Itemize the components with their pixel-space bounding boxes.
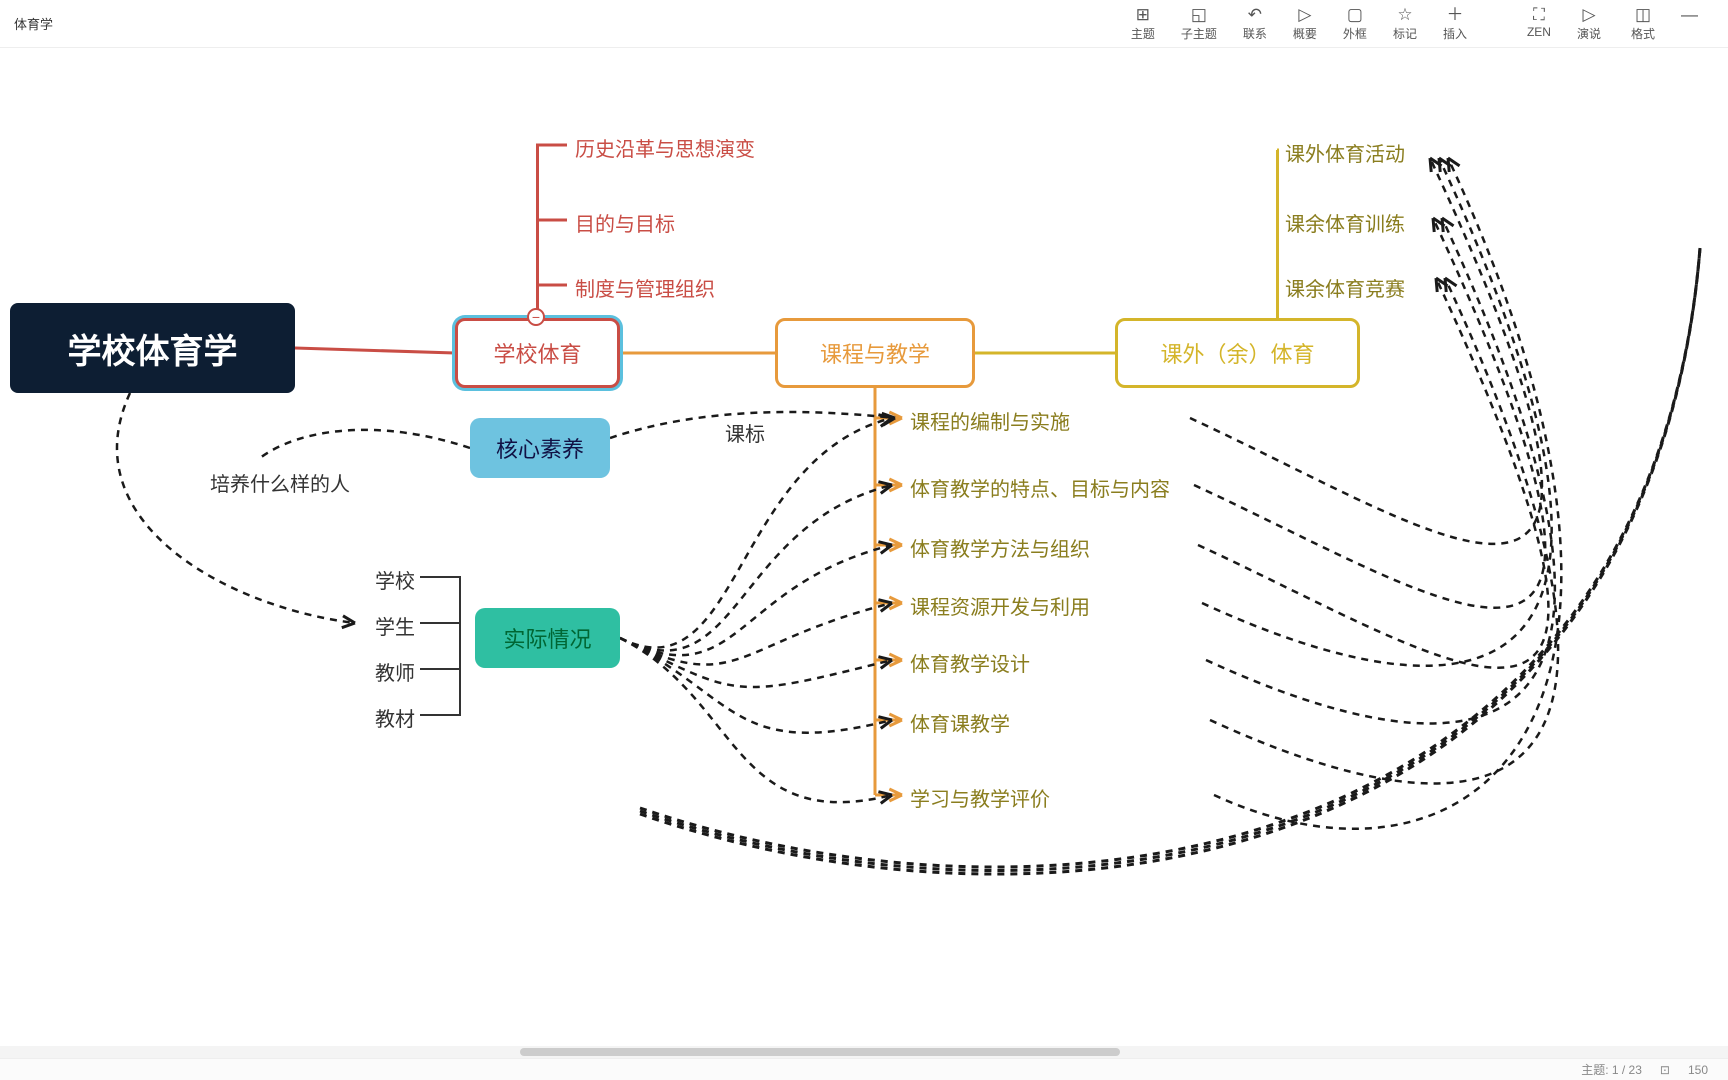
toolbar-icon: ▷ xyxy=(1582,6,1595,23)
scrollbar-thumb[interactable] xyxy=(520,1048,1120,1056)
map-icon[interactable]: ⊡ xyxy=(1660,1063,1670,1077)
toolbar-label: 主题 xyxy=(1131,25,1155,42)
leaf-学生[interactable]: 学生 xyxy=(375,611,415,640)
leaf-课程的编制与实施[interactable]: 课程的编制与实施 xyxy=(910,406,1070,435)
leaf-课标[interactable]: 课标 xyxy=(725,418,765,447)
toolbar-icon: ☆ xyxy=(1397,6,1412,23)
mindmap-canvas[interactable]: 学校体育学 学校体育 课程与教学 课外（余）体育核心素养实际情况 历史沿革与思想演变目的… xyxy=(0,48,1728,1058)
leaf-体育课教学[interactable]: 体育课教学 xyxy=(910,708,1010,737)
toolbar-far-0[interactable]: ◫ 格式 xyxy=(1631,6,1655,42)
leaf-课余体育竞赛[interactable]: 课余体育竞赛 xyxy=(1285,273,1405,302)
toolbar-label: 标记 xyxy=(1393,25,1417,42)
collapse-toggle[interactable]: − xyxy=(527,308,545,326)
toolbar-icon: ▷ xyxy=(1298,6,1311,23)
toolbar-icon: ⊞ xyxy=(1136,6,1150,23)
node-学校体育学[interactable]: 学校体育学 xyxy=(10,303,295,393)
toolbar-center-1[interactable]: ◱ 子主题 xyxy=(1181,6,1217,42)
toolbar-right-0[interactable]: ⛶ ZEN xyxy=(1527,6,1551,42)
toolbar-label: 子主题 xyxy=(1181,25,1217,42)
toolbar-label: 外框 xyxy=(1343,25,1367,42)
app-title: 体育学 xyxy=(0,14,53,33)
toolbar-center-5[interactable]: ☆ 标记 xyxy=(1393,6,1417,42)
status-bar: 主题: 1 / 23 ⊡ 150 xyxy=(0,1058,1728,1080)
leaf-体育教学的特点、目标与内容[interactable]: 体育教学的特点、目标与内容 xyxy=(910,473,1170,502)
leaf-历史沿革与思想演变[interactable]: 历史沿革与思想演变 xyxy=(575,133,755,162)
leaf-体育教学方法与组织[interactable]: 体育教学方法与组织 xyxy=(910,533,1090,562)
node-核心素养[interactable]: 核心素养 xyxy=(470,418,610,478)
toolbar-label: 联系 xyxy=(1243,25,1267,42)
node-实际情况[interactable]: 实际情况 xyxy=(475,608,620,668)
toolbar: 体育学 ⊞ 主题 ◱ 子主题 ↶ 联系 ▷ 概要 ▢ 外框 ☆ 标记 ＋ 插入 ⛶ ZEN ▷ 演说 ◫ 格式 — xyxy=(0,0,1728,48)
toolbar-label: 演说 xyxy=(1577,25,1601,42)
toolbar-icon: ◫ xyxy=(1635,6,1651,23)
leaf-体育教学设计[interactable]: 体育教学设计 xyxy=(910,648,1030,677)
node-学校体育[interactable]: 学校体育 xyxy=(455,318,620,388)
leaf-教材[interactable]: 教材 xyxy=(375,703,415,732)
toolbar-icon: ＋ xyxy=(1446,6,1463,23)
toolbar-far-1[interactable]: — xyxy=(1681,6,1698,42)
leaf-课程资源开发与利用[interactable]: 课程资源开发与利用 xyxy=(910,591,1090,620)
leaf-课余体育训练[interactable]: 课余体育训练 xyxy=(1285,208,1405,237)
node-课外（余）体育[interactable]: 课外（余）体育 xyxy=(1115,318,1360,388)
connections-layer xyxy=(0,48,1728,1058)
toolbar-icon: — xyxy=(1681,6,1698,23)
toolbar-center-4[interactable]: ▢ 外框 xyxy=(1343,6,1367,42)
leaf-课外体育活动[interactable]: 课外体育活动 xyxy=(1285,138,1405,167)
leaf-教师[interactable]: 教师 xyxy=(375,657,415,686)
toolbar-center-6[interactable]: ＋ 插入 xyxy=(1443,6,1467,42)
node-课程与教学[interactable]: 课程与教学 xyxy=(775,318,975,388)
toolbar-label: ZEN xyxy=(1527,25,1551,39)
toolbar-right-1[interactable]: ▷ 演说 xyxy=(1577,6,1601,42)
horizontal-scrollbar[interactable] xyxy=(0,1046,1728,1058)
status-zoom[interactable]: 150 xyxy=(1688,1063,1708,1077)
leaf-学习与教学评价[interactable]: 学习与教学评价 xyxy=(910,783,1050,812)
leaf-目的与目标[interactable]: 目的与目标 xyxy=(575,208,675,237)
toolbar-center-0[interactable]: ⊞ 主题 xyxy=(1131,6,1155,42)
leaf-制度与管理组织[interactable]: 制度与管理组织 xyxy=(575,273,715,302)
toolbar-icon: ↶ xyxy=(1248,6,1262,23)
toolbar-label: 概要 xyxy=(1293,25,1317,42)
toolbar-icon: ⛶ xyxy=(1533,6,1545,23)
toolbar-center-3[interactable]: ▷ 概要 xyxy=(1293,6,1317,42)
toolbar-label: 插入 xyxy=(1443,25,1467,42)
toolbar-icon: ▢ xyxy=(1347,6,1363,23)
leaf-学校[interactable]: 学校 xyxy=(375,565,415,594)
toolbar-icon: ◱ xyxy=(1191,6,1207,23)
leaf-培养什么样的人[interactable]: 培养什么样的人 xyxy=(210,468,350,497)
toolbar-label: 格式 xyxy=(1631,25,1655,42)
toolbar-center-2[interactable]: ↶ 联系 xyxy=(1243,6,1267,42)
status-topic: 主题: 1 / 23 xyxy=(1581,1061,1642,1078)
